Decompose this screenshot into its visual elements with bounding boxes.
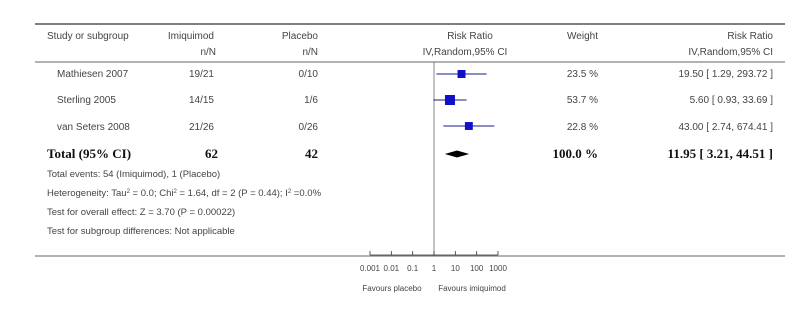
overall-effect-note: Test for overall effect: Z = 3.70 (P = 0…	[47, 207, 235, 218]
point-estimate-2	[464, 122, 473, 130]
axis-tick-label-4: 10	[451, 264, 460, 273]
subgroup-note: Test for subgroup differences: Not appli…	[47, 226, 235, 237]
header-imiquimod-sub: n/N	[200, 47, 216, 58]
axis-tick-label-2: 0.1	[407, 264, 419, 273]
study-name: Mathiesen 2007	[57, 69, 129, 80]
header-risk-ratio: Risk Ratio	[447, 31, 493, 42]
x-axis: 0.001 0.01 0.1 1 10 100 1000	[360, 251, 507, 273]
total-label: Total (95% CI)	[47, 146, 131, 161]
study-row-1: Sterling 2005 14/15 1/6 53.7 % 5.60 [ 0.…	[57, 95, 773, 106]
header-placebo-sub: n/N	[302, 47, 318, 58]
study-row-2: van Seters 2008 21/26 0/26 22.8 % 43.00 …	[57, 122, 773, 133]
total-ci: 11.95 [ 3.21, 44.51 ]	[668, 146, 773, 161]
study-placebo: 1/6	[304, 95, 318, 106]
study-ci: 19.50 [ 1.29, 293.72 ]	[678, 69, 773, 80]
study-imiquimod: 21/26	[189, 122, 214, 133]
axis-tick-label-5: 100	[470, 264, 484, 273]
total-row: Total (95% CI) 62 42 100.0 % 11.95 [ 3.2…	[47, 146, 773, 161]
total-weight: 100.0 %	[553, 146, 599, 161]
study-name: Sterling 2005	[57, 95, 116, 106]
axis-tick-label-3: 1	[432, 264, 437, 273]
header-weight: Weight	[567, 31, 598, 42]
plot-layer	[433, 62, 495, 256]
study-name: van Seters 2008	[57, 122, 130, 133]
axis-tick-label-6: 1000	[489, 264, 507, 273]
header-risk-ratio-sub: IV,Random,95% CI	[423, 47, 508, 58]
header-risk-ratio-ci: Risk Ratio	[727, 31, 773, 42]
header-placebo: Placebo	[282, 31, 319, 42]
total-imiquimod: 62	[205, 146, 218, 161]
header-study: Study or subgroup	[47, 31, 129, 42]
study-ci: 43.00 [ 2.74, 674.41 ]	[678, 122, 773, 133]
favours-right-label: Favours imiquimod	[438, 284, 506, 293]
point-estimate-1	[444, 95, 455, 105]
study-weight: 53.7 %	[567, 95, 598, 106]
axis-tick-label-1: 0.01	[384, 264, 400, 273]
study-weight: 23.5 %	[567, 69, 598, 80]
study-ci: 5.60 [ 0.93, 33.69 ]	[690, 95, 774, 106]
header-risk-ratio-ci-sub: IV,Random,95% CI	[688, 47, 773, 58]
study-imiquimod: 14/15	[189, 95, 214, 106]
header-imiquimod: Imiquimod	[168, 31, 214, 42]
total-placebo: 42	[305, 146, 318, 161]
heterogeneity-note: Heterogeneity: Tau2 = 0.0; Chi2 = 1.64, …	[47, 188, 322, 199]
point-estimate-0	[457, 70, 466, 78]
axis-tick-label-0: 0.001	[360, 264, 381, 273]
study-imiquimod: 19/21	[189, 69, 214, 80]
favours-left-label: Favours placebo	[362, 284, 422, 293]
total-events-note: Total events: 54 (Imiquimod), 1 (Placebo…	[47, 169, 220, 180]
pooled-diamond	[444, 150, 470, 158]
study-placebo: 0/26	[299, 122, 319, 133]
study-placebo: 0/10	[299, 69, 319, 80]
study-row-0: Mathiesen 2007 19/21 0/10 23.5 % 19.50 […	[57, 69, 773, 80]
study-weight: 22.8 %	[567, 122, 598, 133]
